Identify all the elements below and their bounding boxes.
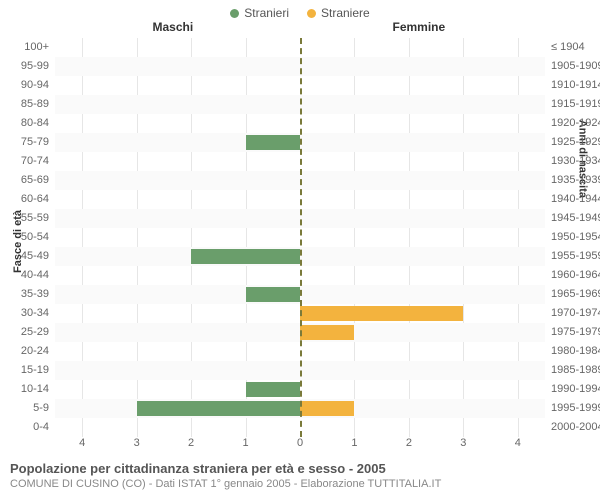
ylabel-age: 10-14 [0, 383, 49, 395]
ylabel-age: 0-4 [0, 421, 49, 433]
ylabel-birth: 1965-1969 [551, 288, 600, 300]
xtick: 2 [406, 437, 412, 449]
legend-item-male: Stranieri [230, 6, 289, 20]
ylabel-birth: 1915-1919 [551, 98, 600, 110]
ylabel-age: 95-99 [0, 60, 49, 72]
ylabel-birth: 1985-1989 [551, 364, 600, 376]
legend: Stranieri Straniere [0, 0, 600, 20]
bar-female [300, 401, 354, 416]
ylabel-age: 100+ [0, 41, 49, 53]
male-swatch [230, 9, 239, 18]
xtick: 4 [515, 437, 521, 449]
ylabel-age: 75-79 [0, 136, 49, 148]
ylabel-age: 30-34 [0, 307, 49, 319]
ylabel-birth: 1980-1984 [551, 345, 600, 357]
ylabel-birth: 1940-1944 [551, 193, 600, 205]
ylabel-age: 20-24 [0, 345, 49, 357]
ylabel-age: 40-44 [0, 269, 49, 281]
ylabel-age: 80-84 [0, 117, 49, 129]
ylabel-birth: 1995-1999 [551, 402, 600, 414]
caption-title: Popolazione per cittadinanza straniera p… [10, 461, 590, 476]
ylabel-birth: 1920-1924 [551, 117, 600, 129]
bar-male [246, 287, 300, 302]
ylabel-birth: 1945-1949 [551, 212, 600, 224]
ylabel-birth: 1975-1979 [551, 326, 600, 338]
bar-female [300, 306, 463, 321]
xtick: 1 [242, 437, 248, 449]
ylabel-age: 55-59 [0, 212, 49, 224]
xtick: 1 [351, 437, 357, 449]
ylabel-birth: ≤ 1904 [551, 41, 585, 53]
bar-male [246, 135, 300, 150]
legend-label-male: Stranieri [244, 6, 289, 20]
xtick: 4 [79, 437, 85, 449]
ylabel-birth: 1925-1929 [551, 136, 600, 148]
ylabel-age: 60-64 [0, 193, 49, 205]
caption-subtitle: COMUNE DI CUSINO (CO) - Dati ISTAT 1° ge… [10, 478, 590, 490]
xtick: 2 [188, 437, 194, 449]
ylabel-age: 90-94 [0, 79, 49, 91]
column-headers: Maschi Femmine [0, 20, 600, 38]
ylabel-birth: 2000-2004 [551, 421, 600, 433]
ylabel-age: 45-49 [0, 250, 49, 262]
ylabel-age: 65-69 [0, 174, 49, 186]
ylabel-birth: 1990-1994 [551, 383, 600, 395]
ylabel-age: 70-74 [0, 155, 49, 167]
x-axis-ticks: 0 1 1 2 2 3 3 4 4 [0, 437, 600, 455]
ylabel-birth: 1950-1954 [551, 231, 600, 243]
legend-item-female: Straniere [307, 6, 370, 20]
zero-line [300, 38, 302, 437]
ylabel-birth: 1905-1909 [551, 60, 600, 72]
ylabel-age: 50-54 [0, 231, 49, 243]
ylabel-age: 35-39 [0, 288, 49, 300]
bar-female [300, 325, 354, 340]
chart-caption: Popolazione per cittadinanza straniera p… [0, 455, 600, 490]
ylabel-age: 15-19 [0, 364, 49, 376]
ylabel-birth: 1930-1934 [551, 155, 600, 167]
ylabel-age: 25-29 [0, 326, 49, 338]
bar-male [137, 401, 300, 416]
ylabel-birth: 1955-1959 [551, 250, 600, 262]
female-swatch [307, 9, 316, 18]
ylabel-birth: 1970-1974 [551, 307, 600, 319]
xtick: 3 [460, 437, 466, 449]
ylabel-birth: 1910-1914 [551, 79, 600, 91]
xtick: 3 [134, 437, 140, 449]
xtick: 0 [297, 437, 303, 449]
ylabel-age: 5-9 [0, 402, 49, 414]
bar-male [191, 249, 300, 264]
pyramid-chart: Fasce di età Anni di nascita 100+≤ 19049… [0, 38, 600, 437]
legend-label-female: Straniere [321, 6, 370, 20]
ylabel-birth: 1960-1964 [551, 269, 600, 281]
header-male: Maschi [153, 20, 194, 34]
ylabel-age: 85-89 [0, 98, 49, 110]
ylabel-birth: 1935-1939 [551, 174, 600, 186]
bar-male [246, 382, 300, 397]
header-female: Femmine [393, 20, 446, 34]
